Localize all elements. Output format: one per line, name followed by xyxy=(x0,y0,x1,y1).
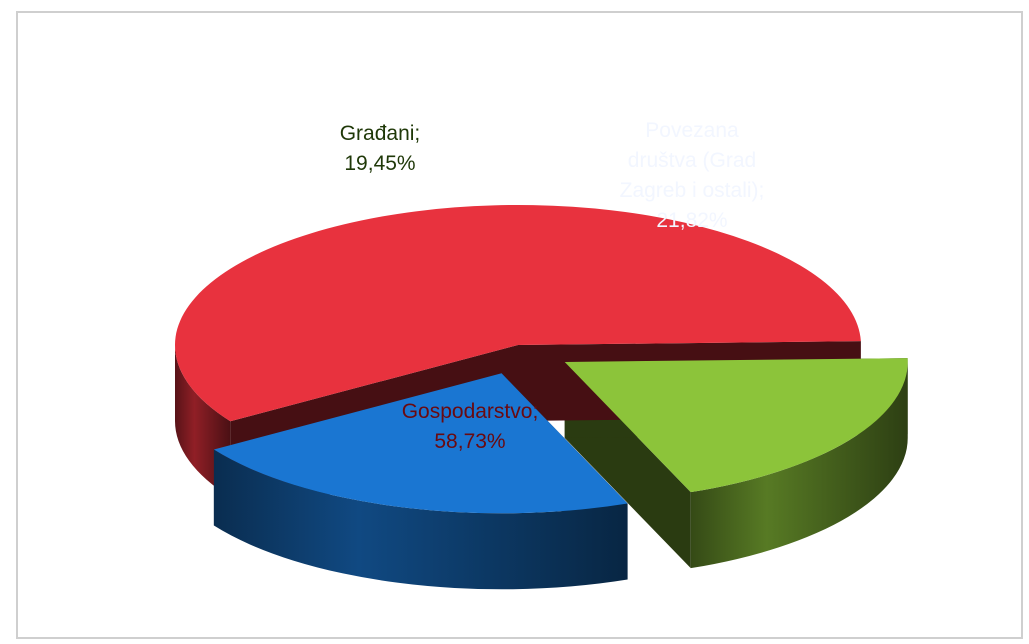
pie-slice-povezana-dru-tva-grad-zagreb-i-ostali xyxy=(213,373,628,514)
pie-slice-side-gra-ani xyxy=(690,361,908,569)
pie-slice-label-line: Povezana xyxy=(645,119,739,142)
pie-slice-label-line: 19,45% xyxy=(344,152,415,175)
pie-slice-label-line: društva (Grad xyxy=(628,149,756,172)
pie-slice-label-line: 58,73% xyxy=(434,430,505,453)
pie-slice-label-line: Gospodarstvo; xyxy=(402,400,539,423)
pie-slice-label-line: Zagreb i ostali); xyxy=(620,179,765,202)
pie-slice-tops xyxy=(175,205,908,514)
pie-slice-label-gra-ani: Građani; 19,45% xyxy=(340,122,421,175)
pie-slice-label-povezana-dru-tva-grad-zagreb-i-ostali: Povezana društva (Grad Zagreb i ostali); 21… xyxy=(620,119,765,232)
pie-slice-labels: Gospodarstvo; 58,73% Građani; 19,45% Povezan… xyxy=(340,119,765,453)
pie-slice-side-povezana-dru-tva-grad-zagreb-i-ostali xyxy=(213,449,628,590)
pie-slice-label-line: 21,82% xyxy=(656,209,727,232)
pie-slice-gospodarstvo xyxy=(175,205,861,422)
pie-slice-label-line: Građani; xyxy=(340,122,421,145)
pie-slice-label-gospodarstvo: Gospodarstvo; 58,73% xyxy=(402,400,539,453)
pie-slice-gra-ani xyxy=(564,358,908,493)
